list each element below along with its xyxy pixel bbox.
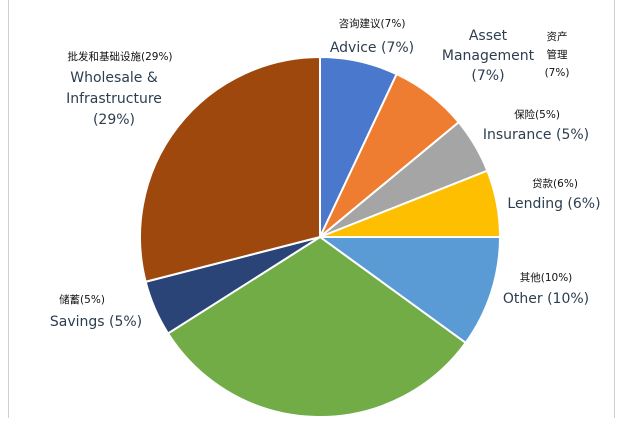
label-cn-asset-management-1: 管理 bbox=[547, 48, 568, 61]
pie-slice-other bbox=[316, 236, 502, 345]
label-en-savings-0: Savings (5%) bbox=[50, 314, 142, 330]
right-frame-line bbox=[614, 0, 615, 418]
label-en-wholesale-infrastructure-1: Infrastructure bbox=[66, 91, 162, 107]
pie-slice-unlabeled bbox=[166, 235, 468, 418]
label-en-other-0: Other (10%) bbox=[503, 291, 589, 307]
label-en-asset-management-1: Management bbox=[442, 48, 535, 64]
pie-slice-wholesale-infrastructure bbox=[139, 55, 321, 283]
label-en-asset-management-2: (7%) bbox=[471, 68, 504, 84]
label-en-wholesale-infrastructure-2: (29%) bbox=[93, 112, 135, 128]
label-en-advice-0: Advice (7%) bbox=[330, 40, 414, 56]
left-frame-line bbox=[8, 0, 9, 418]
label-en-insurance-0: Insurance (5%) bbox=[483, 127, 589, 143]
label-cn-wholesale-infrastructure-0: 批发和基础设施(29%) bbox=[67, 50, 172, 63]
label-cn-asset-management-2: (7%) bbox=[545, 67, 570, 79]
slice-layer bbox=[139, 55, 502, 418]
label-cn-lending-0: 贷款(6%) bbox=[532, 177, 578, 190]
label-cn-insurance-0: 保险(5%) bbox=[514, 108, 560, 121]
label-cn-other-0: 其他(10%) bbox=[520, 271, 573, 284]
label-cn-savings-0: 储蓄(5%) bbox=[59, 293, 105, 306]
label-cn-asset-management-0: 资产 bbox=[547, 30, 568, 43]
label-cn-advice-0: 咨询建议(7%) bbox=[339, 17, 406, 30]
label-en-asset-management-0: Asset bbox=[469, 28, 508, 44]
label-en-lending-0: Lending (6%) bbox=[507, 196, 600, 212]
label-en-wholesale-infrastructure-0: Wholesale & bbox=[70, 70, 158, 86]
